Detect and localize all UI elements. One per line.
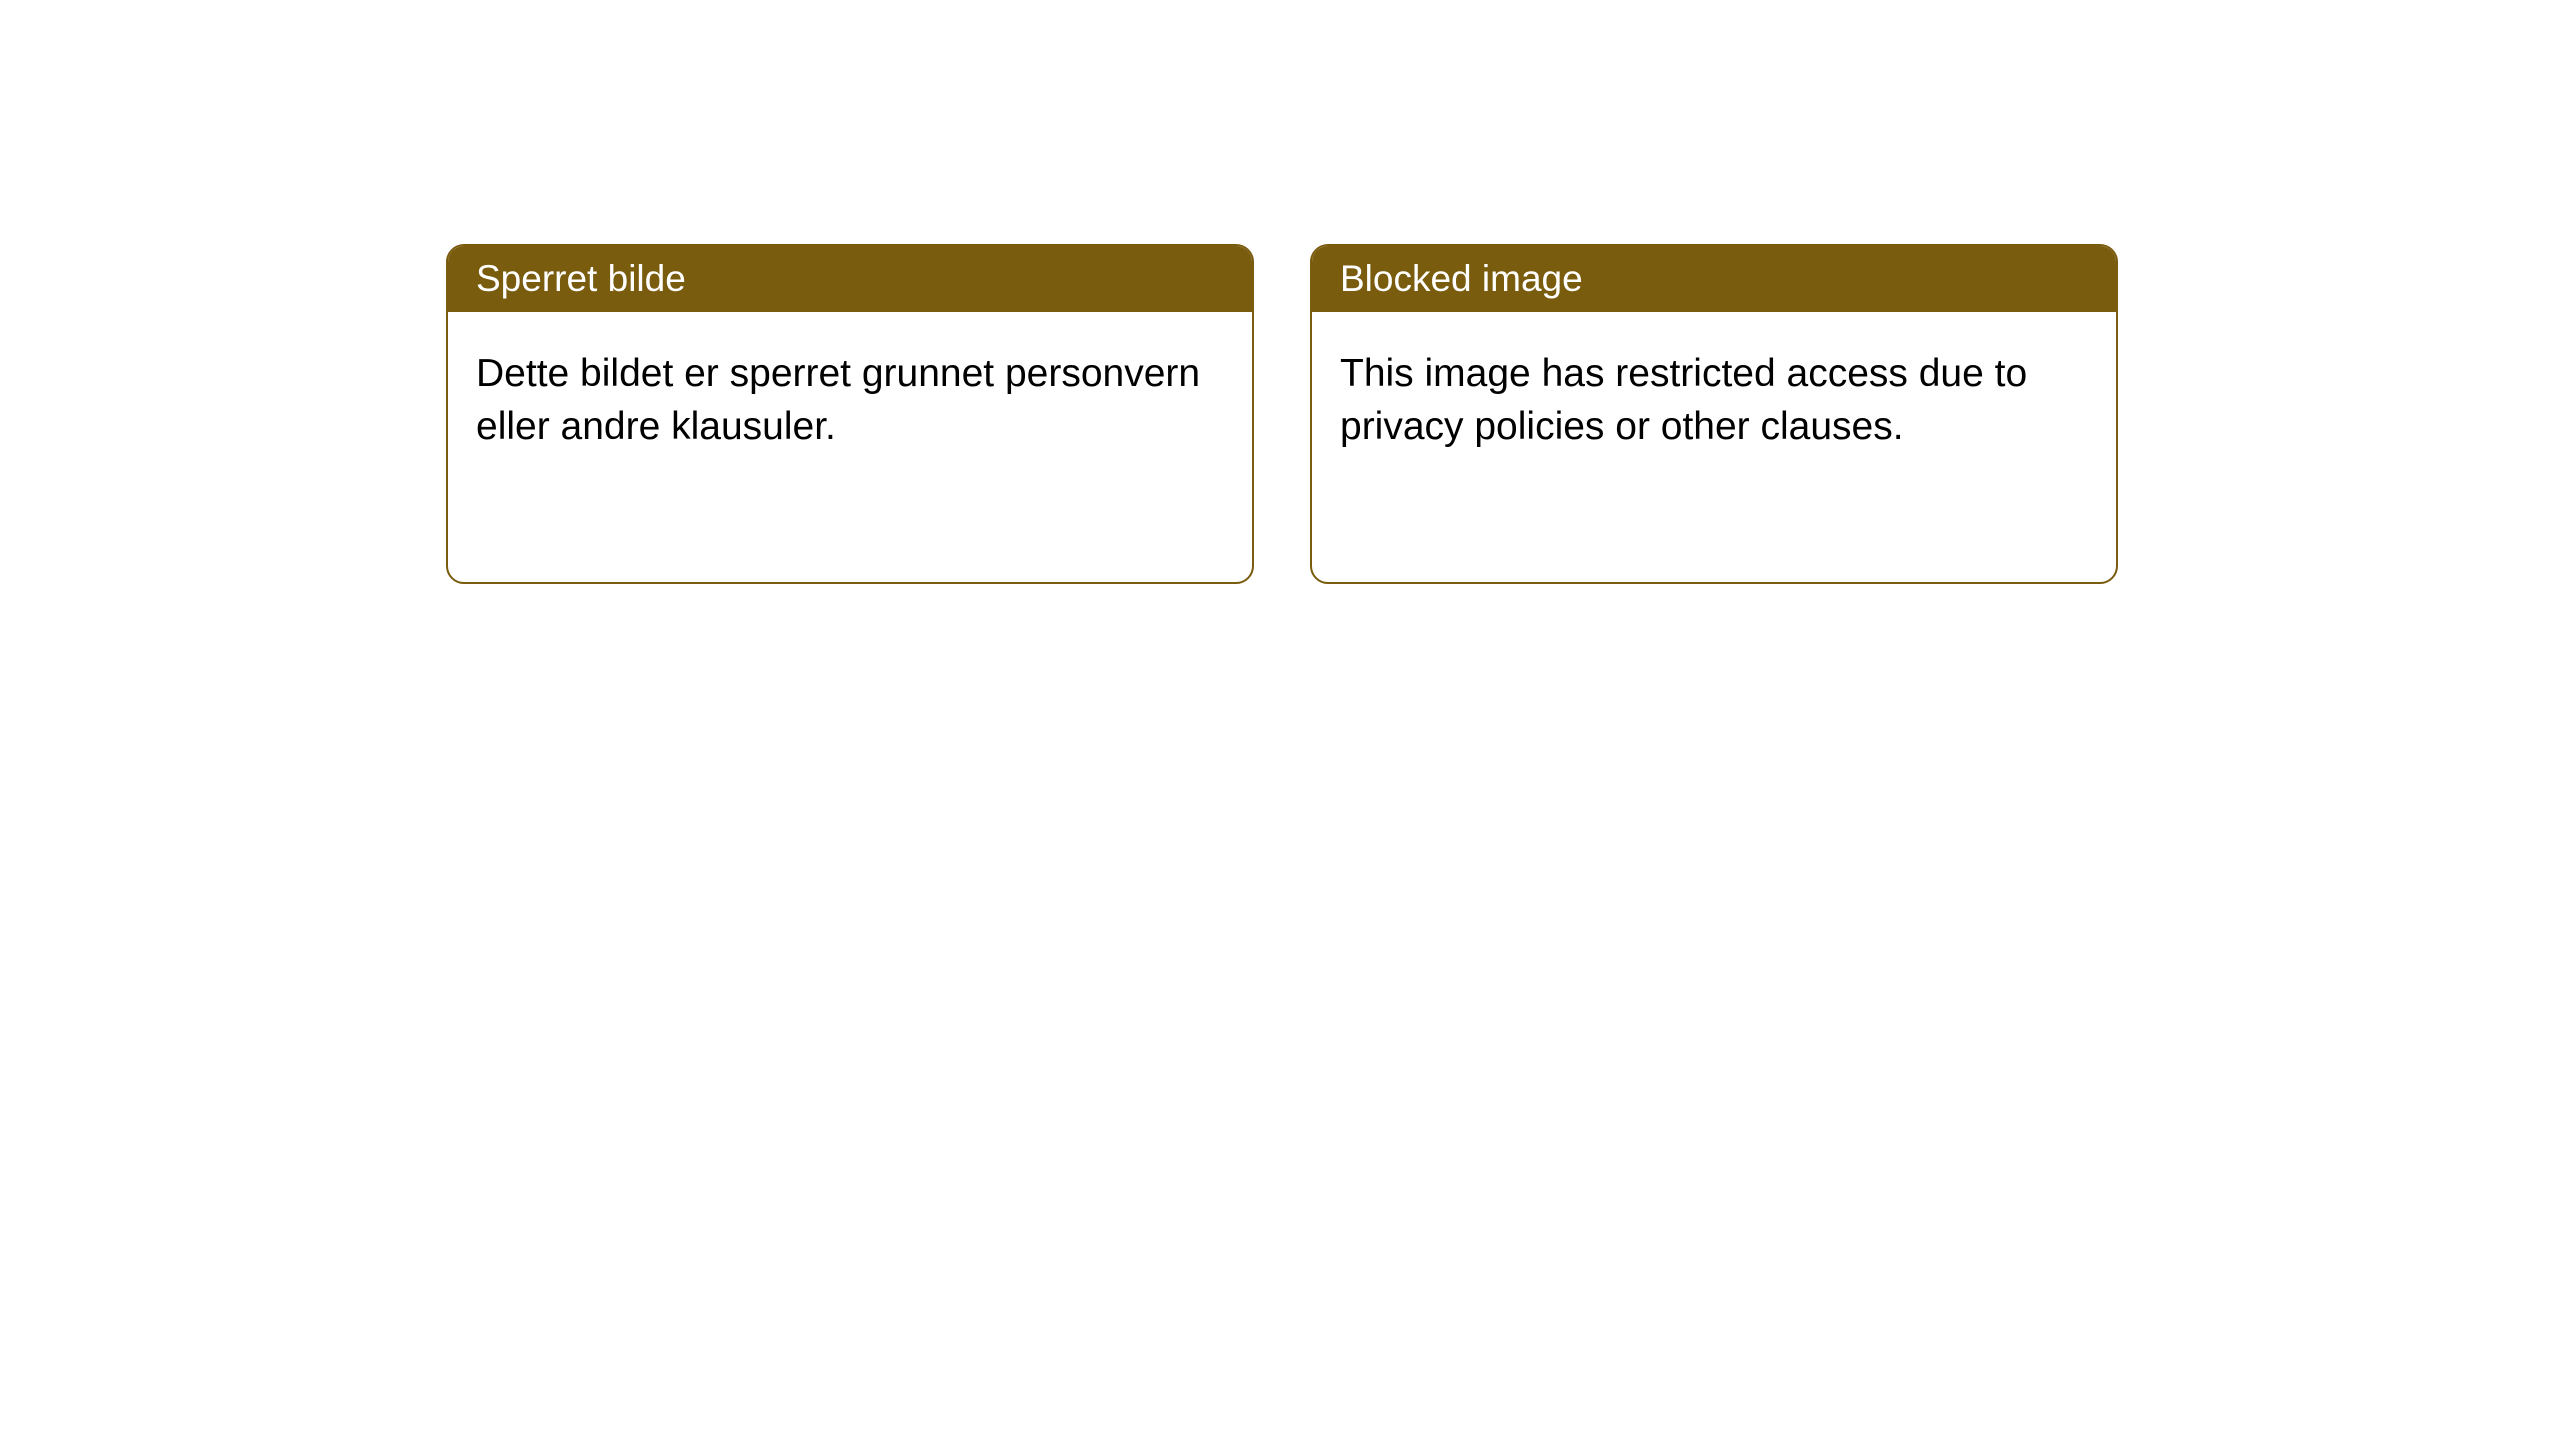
blocked-image-card-en: Blocked image This image has restricted … — [1310, 244, 2118, 584]
card-title: Sperret bilde — [448, 246, 1252, 312]
card-body: This image has restricted access due to … — [1312, 312, 2116, 489]
card-body: Dette bildet er sperret grunnet personve… — [448, 312, 1252, 489]
card-title: Blocked image — [1312, 246, 2116, 312]
blocked-image-card-no: Sperret bilde Dette bildet er sperret gr… — [446, 244, 1254, 584]
notice-cards-container: Sperret bilde Dette bildet er sperret gr… — [0, 0, 2560, 584]
